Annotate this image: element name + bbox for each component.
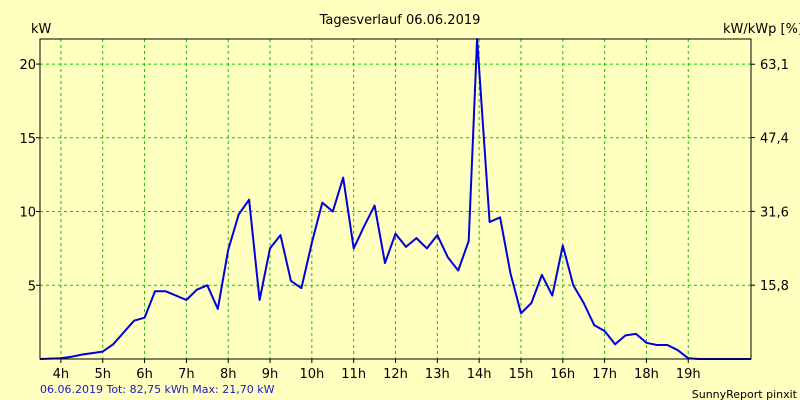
y-right-tick-label: 15,8 <box>760 279 789 294</box>
x-tick-label: 8h <box>220 367 237 382</box>
y-left-tick-label: 20 <box>19 58 36 73</box>
footer-credit: SunnyReport pinxit <box>692 388 798 400</box>
y-left-tick-label: 5 <box>28 279 36 294</box>
x-tick-label: 14h <box>467 367 492 382</box>
series-line-power <box>39 38 751 360</box>
x-tick-label: 13h <box>425 367 450 382</box>
x-tick-label: 10h <box>299 367 324 382</box>
y-axis-left-ticks: 5 10 15 20 <box>19 58 40 294</box>
x-tick-label: 11h <box>341 367 366 382</box>
x-tick-label: 15h <box>509 367 534 382</box>
y-right-tick-label: 47,4 <box>760 132 789 147</box>
y-axis-left-label: kW <box>31 22 52 37</box>
x-tick-label: 17h <box>592 367 617 382</box>
y-left-tick-label: 15 <box>19 132 36 147</box>
x-tick-label: 9h <box>262 367 279 382</box>
y-axis-right-label: kW/kWp [%] <box>723 22 800 37</box>
y-axis-right-ticks: 15,8 31,6 47,4 63,1 <box>751 58 789 294</box>
x-tick-label: 5h <box>94 367 111 382</box>
chart-title: Tagesverlauf 06.06.2019 <box>319 13 481 28</box>
x-tick-label: 18h <box>634 367 659 382</box>
x-tick-label: 16h <box>550 367 575 382</box>
series-layer <box>39 38 751 360</box>
x-tick-label: 7h <box>178 367 195 382</box>
grid <box>40 39 751 359</box>
footer-summary: 06.06.2019 Tot: 82,75 kWh Max: 21,70 kW <box>40 383 275 396</box>
x-tick-label: 19h <box>676 367 701 382</box>
y-left-tick-label: 10 <box>19 206 36 221</box>
x-tick-label: 12h <box>383 367 408 382</box>
x-tick-label: 4h <box>53 367 70 382</box>
x-axis-ticks: 4h 5h 6h 7h 8h 9h 10h 11h 12h 13h 14h 15h 16h 17h 18h 1… <box>53 359 701 382</box>
x-tick-label: 6h <box>136 367 153 382</box>
y-right-tick-label: 63,1 <box>760 58 789 73</box>
y-right-tick-label: 31,6 <box>760 205 789 220</box>
